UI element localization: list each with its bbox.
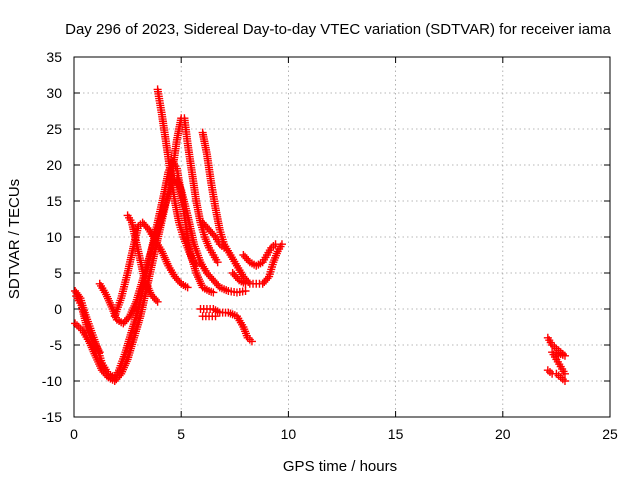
series-track-12 <box>239 240 280 270</box>
x-axis-label: GPS time / hours <box>283 458 397 475</box>
data-point <box>271 240 280 249</box>
data-point <box>560 377 569 385</box>
x-tick-label: 15 <box>388 426 404 442</box>
y-tick-label: 35 <box>46 49 62 65</box>
data-point <box>152 296 161 304</box>
series-track-4 <box>95 114 222 328</box>
x-tick-label: 10 <box>281 426 297 442</box>
series-track-11 <box>198 312 220 321</box>
data-point <box>95 348 104 357</box>
y-tick-label: -10 <box>42 373 62 389</box>
data-point <box>241 287 250 295</box>
data-point <box>209 288 218 297</box>
data-point <box>247 337 256 346</box>
y-tick-labels: -15 -10 -5 0 5 10 15 20 25 30 35 <box>42 49 62 425</box>
data-point <box>74 323 83 331</box>
data-point <box>183 283 192 292</box>
chart-title: Day 296 of 2023, Sidereal Day-to-day VTE… <box>65 21 611 38</box>
y-tick-label: 30 <box>46 85 62 101</box>
series-track-15 <box>543 366 569 385</box>
x-tick-labels: 0 5 10 15 20 25 <box>70 426 618 442</box>
y-tick-label: 5 <box>54 265 62 281</box>
y-tick-label: 15 <box>46 193 62 209</box>
y-tick-label: 20 <box>46 157 62 173</box>
data-point <box>211 312 220 321</box>
data-point <box>72 321 81 330</box>
y-tick-label: 10 <box>46 229 62 245</box>
y-tick-label: -5 <box>50 337 63 353</box>
y-tick-label: 25 <box>46 121 62 137</box>
data-point <box>213 258 222 267</box>
series-track-13 <box>228 269 250 288</box>
x-tick-label: 20 <box>495 426 511 442</box>
data-point <box>263 274 272 283</box>
x-tick-label: 5 <box>177 426 185 442</box>
data-point <box>209 231 218 240</box>
data-point <box>153 297 162 306</box>
series-track-7 <box>153 85 201 270</box>
data-point <box>192 261 201 270</box>
data-point <box>220 243 229 252</box>
series-track-6 <box>123 211 162 306</box>
series-track-8 <box>198 128 286 288</box>
data-point <box>560 369 569 378</box>
series-track-3 <box>72 292 104 357</box>
grid-lines <box>74 57 610 417</box>
series-track-9 <box>198 218 229 252</box>
data-point <box>241 279 250 288</box>
series-track-10 <box>196 305 256 346</box>
axis-ticks <box>73 56 611 418</box>
y-tick-label: -15 <box>42 409 62 425</box>
y-tick-label: 0 <box>54 301 62 317</box>
data-point <box>71 319 80 328</box>
y-axis-label: SDTVAR / TECUs <box>6 179 23 299</box>
x-tick-label: 25 <box>602 426 618 442</box>
data-points <box>71 85 569 385</box>
x-tick-label: 0 <box>70 426 78 442</box>
series-track-16 <box>548 348 569 378</box>
